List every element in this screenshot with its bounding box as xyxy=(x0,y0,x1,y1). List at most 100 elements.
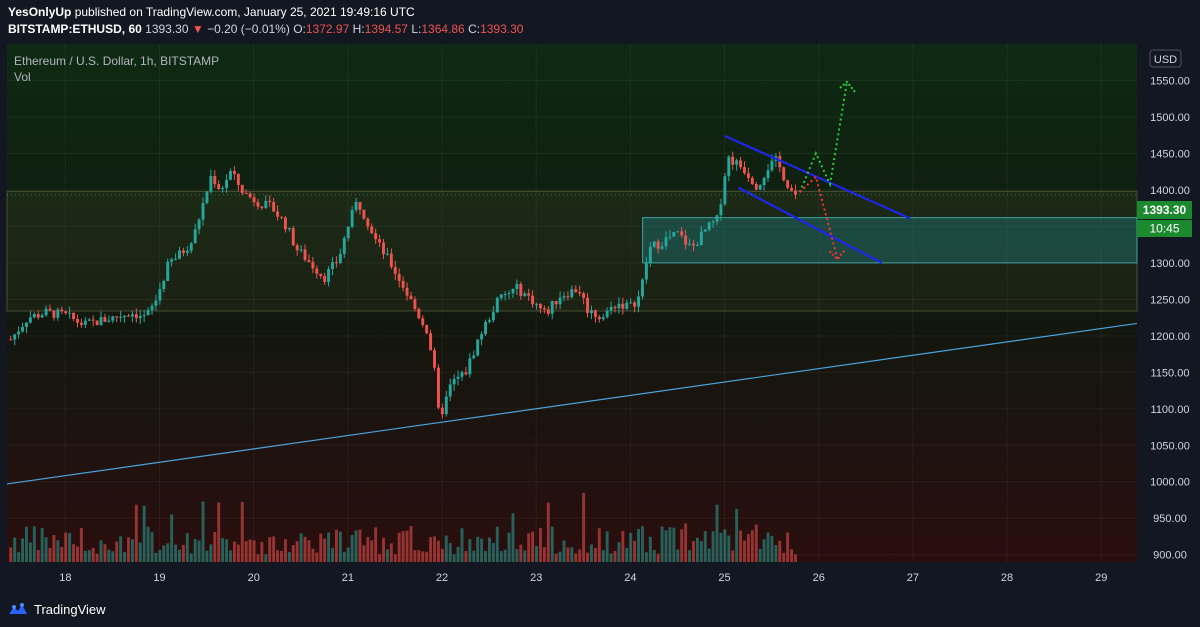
time-tick-label: 23 xyxy=(530,572,542,584)
volume-bar xyxy=(735,508,739,562)
candle-up xyxy=(225,179,229,188)
volume-bar xyxy=(36,550,40,562)
drawings xyxy=(6,80,1138,485)
volume-bar xyxy=(593,548,597,562)
candle-up xyxy=(346,226,350,239)
price-tick-label: 950.00 xyxy=(1153,513,1187,525)
candle-down xyxy=(79,322,83,325)
candle-up xyxy=(523,293,527,296)
volume-bar xyxy=(374,527,378,562)
volume-bar xyxy=(739,530,743,562)
candle-up xyxy=(185,250,189,253)
volume-bar xyxy=(405,530,409,562)
candle-down xyxy=(656,241,660,249)
candle-down xyxy=(433,350,436,368)
volume-bar xyxy=(570,547,574,562)
candle-down xyxy=(103,317,107,322)
volume-bar xyxy=(766,532,770,562)
candle-down xyxy=(440,407,444,415)
time-axis-background xyxy=(7,562,1193,592)
volume-bar xyxy=(240,501,244,562)
candle-up xyxy=(637,296,641,307)
candle-up xyxy=(503,294,507,296)
candle-up xyxy=(727,156,731,177)
rising-trendline xyxy=(6,322,1138,485)
candle-down xyxy=(574,289,578,292)
candle-up xyxy=(21,326,24,332)
volume-bar xyxy=(794,554,797,562)
volume-bar xyxy=(597,528,601,562)
volume-bar xyxy=(460,528,464,562)
volume-bar xyxy=(754,524,758,562)
countdown-value: 10:45 xyxy=(1149,222,1179,236)
price-tick-label: 900.00 xyxy=(1153,550,1187,562)
volume-bar xyxy=(91,547,95,562)
candle-up xyxy=(758,185,762,190)
candle-down xyxy=(311,261,315,269)
candle-up xyxy=(107,320,111,322)
candle-up xyxy=(460,372,464,377)
candle-up xyxy=(456,376,460,379)
candle-up xyxy=(515,283,519,289)
volume-bar xyxy=(668,527,672,562)
volume-bar xyxy=(350,535,354,562)
candle-down xyxy=(48,308,52,311)
volume-bar xyxy=(601,550,605,562)
candle-down xyxy=(613,307,617,309)
publish-line: published on TradingView.com, January 25… xyxy=(74,5,415,19)
volume-bar xyxy=(142,505,146,562)
candle-up xyxy=(193,229,197,244)
currency-button-frame[interactable] xyxy=(1149,49,1182,68)
candle-down xyxy=(429,333,433,351)
author-name[interactable]: YesOnlyUp xyxy=(8,5,72,19)
symbol-label[interactable]: BITSTAMP:ETHUSD, 60 xyxy=(8,22,142,36)
volume-bar xyxy=(130,539,134,562)
volume-legend-label[interactable]: Vol xyxy=(14,70,31,84)
candle-up xyxy=(570,289,574,298)
candle-up xyxy=(605,310,609,318)
volume-bar xyxy=(127,537,130,562)
volume-bar xyxy=(13,537,17,562)
candle-down xyxy=(127,315,130,317)
volume-bar xyxy=(229,550,232,562)
tradingview-brand[interactable]: TradingView xyxy=(34,601,106,617)
candle-down xyxy=(393,266,397,274)
candle-up xyxy=(40,315,44,318)
candle-up xyxy=(652,241,656,247)
volume-bar xyxy=(150,532,154,562)
volume-bar xyxy=(158,550,162,562)
volume-bar xyxy=(146,526,150,562)
volume-bar xyxy=(719,532,723,562)
candle-up xyxy=(123,315,127,318)
volume-bar xyxy=(268,537,272,562)
volume-bar xyxy=(746,534,750,562)
candle-up xyxy=(723,176,727,205)
price-tick-label: 1450.00 xyxy=(1150,148,1190,160)
currency-button[interactable]: USD xyxy=(1149,49,1182,68)
volume-bar xyxy=(346,547,350,562)
candle-down xyxy=(546,309,550,314)
price-tick-label: 1300.00 xyxy=(1150,258,1190,270)
candle-up xyxy=(491,312,495,321)
volume-bar xyxy=(225,539,229,562)
candle-up xyxy=(154,300,158,306)
volume-bar xyxy=(193,539,197,562)
candle-up xyxy=(688,243,692,245)
candle-up xyxy=(558,297,562,305)
volume-bar xyxy=(68,533,72,562)
candle-up xyxy=(735,160,739,165)
volume-bar xyxy=(197,540,201,562)
volume-bar xyxy=(464,550,468,562)
candle-up xyxy=(178,250,181,259)
candle-down xyxy=(409,295,413,300)
price-tick-label: 1000.00 xyxy=(1150,477,1190,489)
down-arrow-icon: ▼ xyxy=(191,22,204,36)
volume-bar xyxy=(334,529,338,562)
currency-label[interactable]: USD xyxy=(1154,54,1177,66)
candle-down xyxy=(538,303,542,309)
bullish-arrowhead xyxy=(839,80,856,93)
legend-title[interactable]: Ethereum / U.S. Dollar, 1h, BITSTAMP xyxy=(14,54,219,68)
candle-up xyxy=(28,317,32,323)
price-tick-label: 1500.00 xyxy=(1150,112,1190,124)
